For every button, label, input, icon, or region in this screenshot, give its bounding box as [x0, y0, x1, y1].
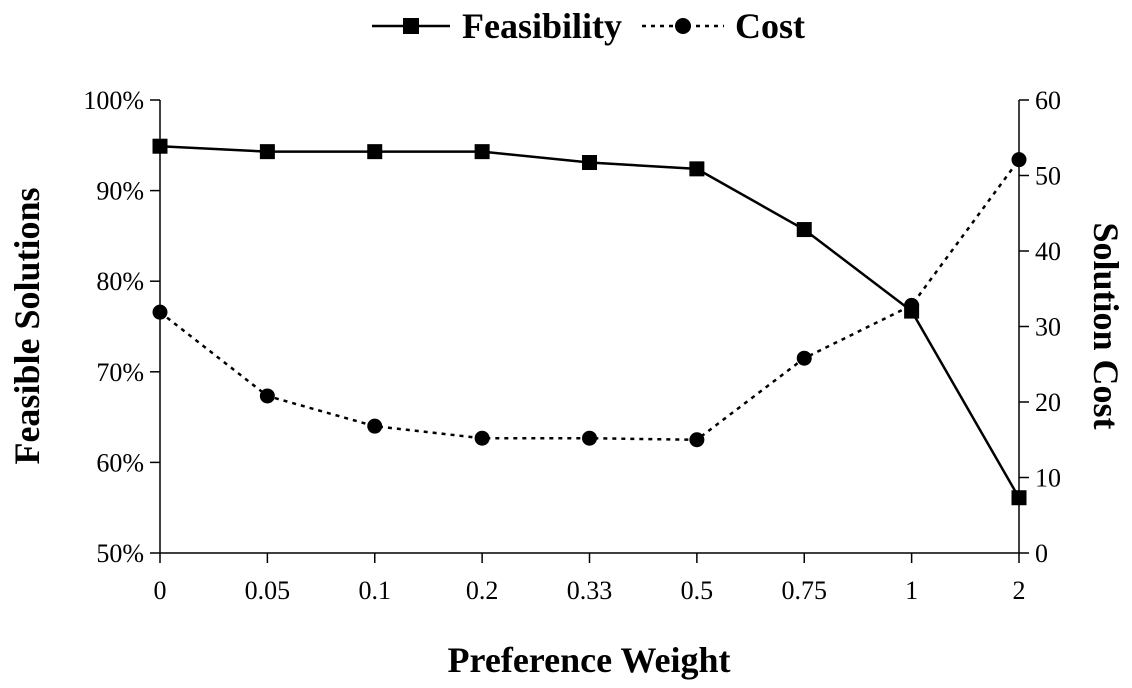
- left-tick-label: 60%: [96, 448, 144, 477]
- right-tick-label: 50: [1035, 162, 1061, 191]
- point-cost: [904, 298, 919, 313]
- x-tick-label: 0: [154, 576, 167, 605]
- right-tick-label: 10: [1035, 464, 1061, 493]
- point-feasibility: [582, 155, 597, 170]
- right-tick-label: 60: [1035, 86, 1061, 115]
- x-axis-ticks: 0 0.05 0.1 0.2 0.33 0.5 0.75 1 2: [154, 553, 1026, 605]
- x-tick-label: 0.5: [681, 576, 714, 605]
- right-tick-label: 0: [1035, 539, 1048, 568]
- x-axis-title: Preference Weight: [448, 640, 731, 680]
- point-feasibility: [1012, 490, 1027, 505]
- legend-cost-label: Cost: [735, 6, 805, 46]
- right-axis-title: Solution Cost: [1086, 222, 1126, 429]
- right-tick-label: 20: [1035, 388, 1061, 417]
- left-axis-title: Feasible Solutions: [7, 187, 47, 464]
- point-cost: [260, 388, 275, 403]
- point-cost: [797, 351, 812, 366]
- x-tick-label: 0.05: [245, 576, 291, 605]
- x-tick-label: 0.33: [567, 576, 613, 605]
- left-tick-label: 80%: [96, 267, 144, 296]
- left-tick-label: 50%: [96, 539, 144, 568]
- point-cost: [582, 431, 597, 446]
- point-cost: [1012, 152, 1027, 167]
- series-feasibility: [153, 139, 1027, 506]
- point-feasibility: [689, 161, 704, 176]
- point-cost: [475, 431, 490, 446]
- point-feasibility: [797, 222, 812, 237]
- x-tick-label: 2: [1013, 576, 1026, 605]
- legend: Feasibility Cost: [372, 6, 805, 46]
- legend-feasibility-marker: [403, 18, 419, 34]
- legend-feasibility-label: Feasibility: [462, 6, 622, 46]
- x-tick-label: 0.75: [782, 576, 828, 605]
- point-feasibility: [475, 144, 490, 159]
- point-cost: [689, 432, 704, 447]
- point-feasibility: [367, 144, 382, 159]
- x-tick-label: 0.1: [359, 576, 392, 605]
- series-line-cost: [160, 160, 1019, 440]
- point-feasibility: [153, 139, 168, 154]
- left-tick-label: 100%: [83, 86, 144, 115]
- left-tick-label: 90%: [96, 177, 144, 206]
- point-feasibility: [260, 144, 275, 159]
- point-cost: [367, 419, 382, 434]
- x-tick-label: 0.2: [466, 576, 499, 605]
- right-tick-label: 30: [1035, 313, 1061, 342]
- right-tick-label: 40: [1035, 237, 1061, 266]
- left-tick-label: 70%: [96, 358, 144, 387]
- legend-cost-marker: [675, 18, 691, 34]
- left-axis-ticks: 50% 60% 70% 80% 90% 100%: [83, 86, 160, 568]
- point-cost: [153, 305, 168, 320]
- series-layer: [153, 139, 1027, 506]
- x-tick-label: 1: [905, 576, 918, 605]
